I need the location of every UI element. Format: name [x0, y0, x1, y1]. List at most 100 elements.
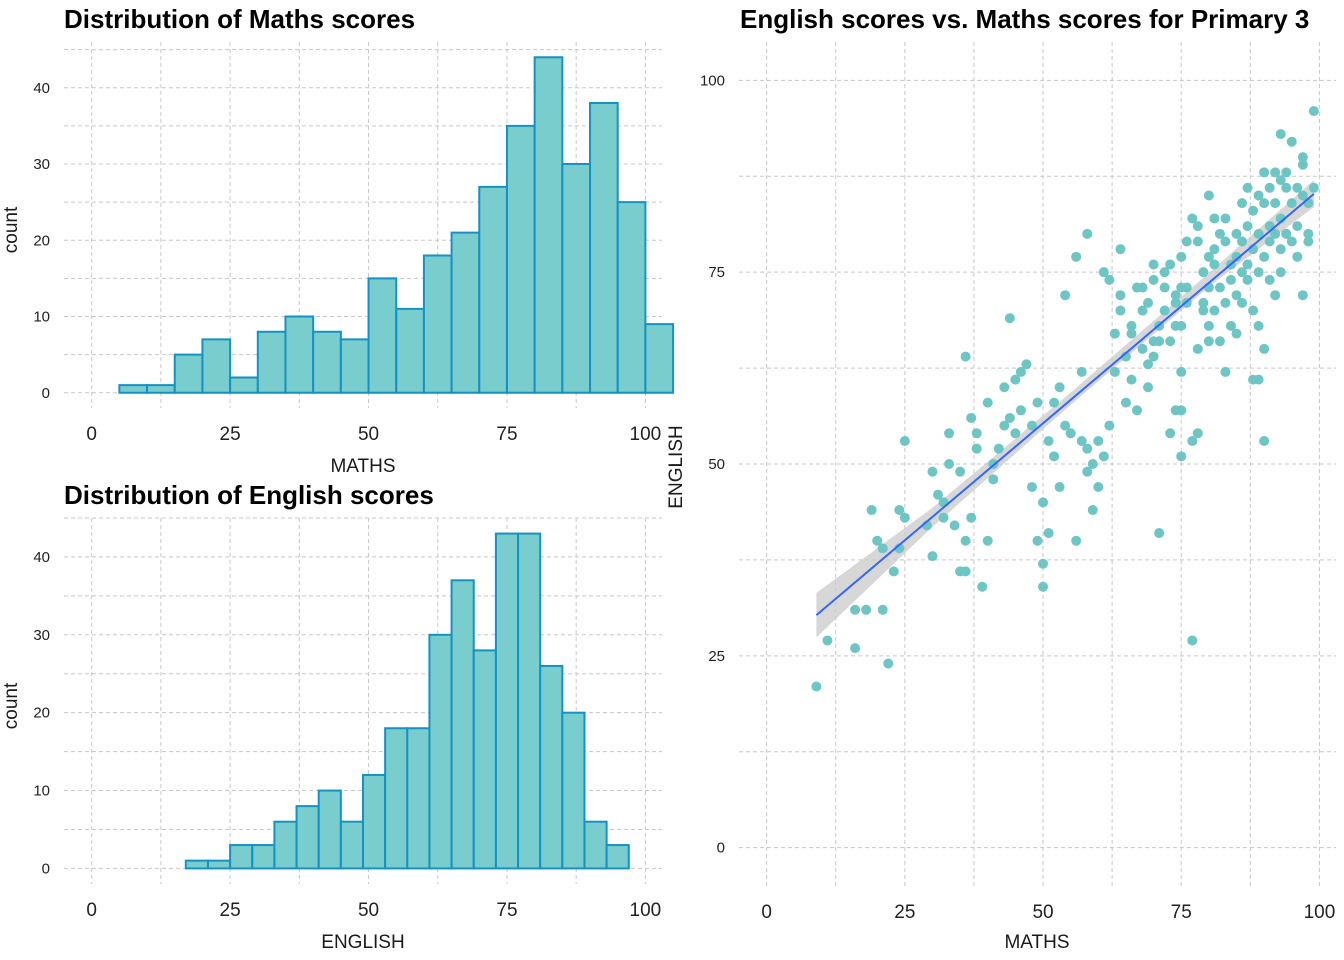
maths-hist-bar-15: [533, 56, 564, 394]
scatter-point-124: [1187, 435, 1198, 446]
scatter-point-51: [1032, 535, 1043, 546]
scatter-point-41: [1004, 412, 1015, 423]
scatter-xtick-label: 0: [761, 902, 772, 923]
scatter-point-1: [822, 635, 833, 646]
scatter-point-171: [1253, 320, 1264, 331]
scatter-point-93: [1137, 282, 1148, 293]
english-hist-xtick-label: 50: [358, 900, 379, 921]
maths-histogram-title: Distribution of Maths scores: [64, 4, 415, 34]
scatter-point-36: [988, 474, 999, 485]
scatter-point-59: [1054, 482, 1065, 493]
maths-hist-xtick-label: 100: [630, 424, 662, 445]
scatter-point-55: [1043, 435, 1054, 446]
english-histogram-xlabel: ENGLISH: [321, 932, 404, 953]
scatter-point-99: [1148, 259, 1159, 270]
scatter-point-200: [1297, 190, 1308, 201]
scatter-point-13: [899, 512, 910, 523]
scatter-point-28: [960, 351, 971, 362]
scatter-point-102: [1154, 528, 1165, 539]
scatter-xtick-label: 50: [1032, 902, 1053, 923]
english-histogram-ylabel: count: [1, 682, 22, 729]
scatter-point-129: [1192, 236, 1203, 247]
scatter-point-100: [1148, 351, 1159, 362]
scatter-point-132: [1198, 297, 1209, 308]
maths-hist-ytick-label: 0: [42, 385, 50, 402]
scatter-point-113: [1170, 290, 1181, 301]
scatter-point-177: [1264, 182, 1275, 193]
scatter-point-108: [1165, 336, 1176, 347]
scatter-point-20: [938, 512, 949, 523]
scatter-point-61: [1060, 290, 1071, 301]
scatter-point-164: [1248, 305, 1259, 316]
english-hist-bar-13: [472, 649, 497, 870]
scatter-point-179: [1264, 236, 1275, 247]
scatter-point-182: [1270, 198, 1281, 209]
scatter-point-140: [1209, 213, 1220, 224]
scatter-point-194: [1286, 236, 1297, 247]
scatter-point-201: [1297, 290, 1308, 301]
scatter-point-116: [1176, 451, 1187, 462]
scatter-point-43: [1010, 374, 1021, 385]
maths-hist-bar-9: [367, 277, 398, 394]
scatter-point-77: [1104, 420, 1115, 431]
scatter-point-39: [999, 382, 1010, 393]
scatter-panel: 0 25 50 75 100 0 25 50 75 100 English scores vs.…: [666, 4, 1336, 953]
scatter-point-137: [1203, 336, 1214, 347]
scatter-point-115: [1176, 366, 1187, 377]
scatter-point-23: [949, 520, 960, 531]
english-hist-bar-6: [317, 789, 342, 870]
maths-hist-bar-10: [395, 307, 425, 394]
maths-hist-bar-4: [229, 376, 259, 394]
scatter-point-52: [1038, 558, 1049, 569]
english-hist-bar-9: [384, 727, 409, 870]
scatter-point-75: [1098, 451, 1109, 462]
scatter-point-136: [1203, 190, 1214, 201]
scatter-ylabel: ENGLISH: [666, 425, 687, 508]
scatter-point-172: [1259, 167, 1270, 178]
english-hist-bar-7: [339, 820, 364, 870]
maths-hist-bar-19: [644, 323, 675, 394]
scatter-point-185: [1275, 175, 1286, 186]
english-hist-bar-5: [295, 805, 320, 870]
scatter-point-50: [1032, 397, 1043, 408]
scatter-point-174: [1259, 251, 1270, 262]
scatter-point-68: [1082, 466, 1093, 477]
scatter-point-22: [944, 428, 955, 439]
scatter-point-150: [1225, 274, 1236, 285]
scatter-point-10: [888, 566, 899, 577]
maths-hist-bar-0: [118, 384, 149, 394]
scatter-point-192: [1286, 136, 1297, 147]
scatter-point-2: [850, 643, 861, 654]
scatter-point-31: [971, 428, 982, 439]
scatter-point-184: [1270, 290, 1281, 301]
scatter-point-146: [1220, 297, 1231, 308]
scatter-point-58: [1049, 451, 1060, 462]
scatter-point-196: [1292, 221, 1303, 232]
maths-hist-ytick-label: 10: [33, 309, 50, 326]
english-hist-bar-1: [206, 859, 232, 870]
scatter-point-110: [1170, 297, 1181, 308]
scatter-point-105: [1159, 282, 1170, 293]
scatter-point-205: [1308, 182, 1319, 193]
scatter-point-30: [966, 412, 977, 423]
scatter-point-153: [1231, 251, 1242, 262]
english-hist-bar-0: [184, 859, 209, 870]
scatter-point-67: [1076, 366, 1087, 377]
scatter-point-21: [944, 459, 955, 469]
scatter-point-45: [1015, 366, 1026, 377]
scatter-point-86: [1126, 328, 1137, 339]
scatter-point-170: [1253, 267, 1264, 278]
scatter-point-98: [1148, 274, 1159, 285]
scatter-xtick-label: 100: [1304, 902, 1336, 923]
english-hist-bar-16: [539, 664, 564, 870]
english-hist-bar-2: [229, 844, 254, 870]
maths-hist-ytick-label: 30: [33, 156, 50, 173]
scatter-point-122: [1181, 282, 1192, 293]
scatter-point-152: [1231, 228, 1242, 239]
scatter-point-71: [1087, 505, 1098, 516]
maths-hist-ytick-label: 40: [33, 80, 50, 97]
scatter-point-208: [1275, 129, 1286, 140]
maths-hist-bar-5: [256, 330, 287, 394]
scatter-point-209: [1281, 228, 1292, 239]
english-hist-ytick-label: 30: [33, 627, 50, 644]
